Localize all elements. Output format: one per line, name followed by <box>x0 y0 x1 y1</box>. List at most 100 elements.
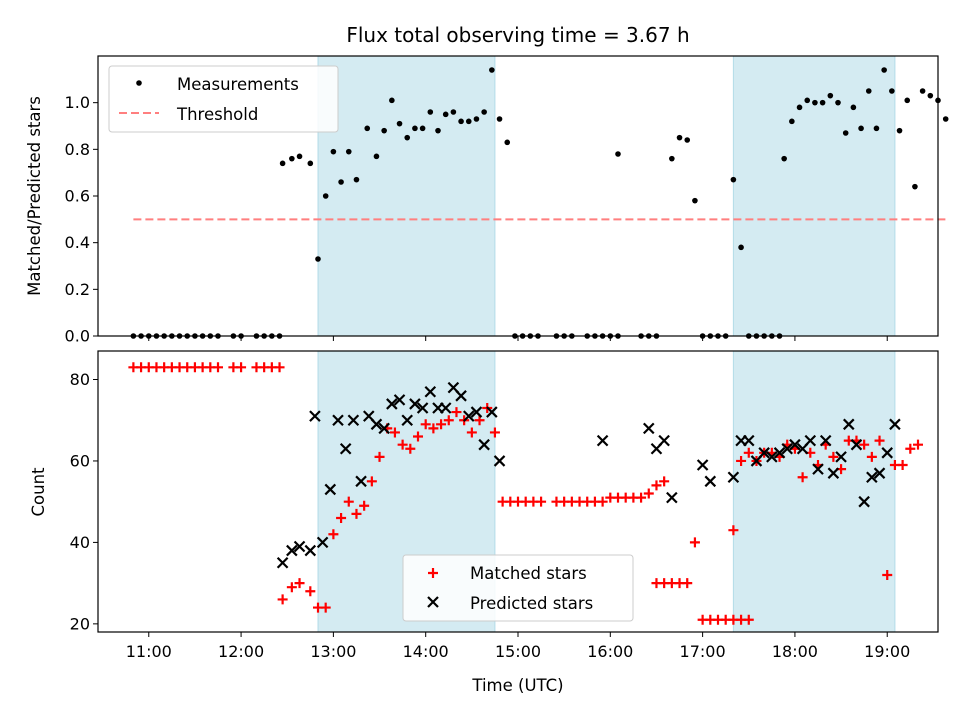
measurement-point <box>835 99 841 106</box>
predicted-point <box>789 438 801 451</box>
matched-point <box>743 614 754 625</box>
measurement-point <box>730 176 737 183</box>
matched-point <box>305 586 316 597</box>
predicted-point <box>658 434 670 447</box>
measurement-point <box>396 120 403 127</box>
measurement-point <box>330 148 337 155</box>
top-panel: 0.0 0.2 0.4 0.6 0.8 1.0 Measurements Threshold <box>65 55 949 346</box>
measurement-point <box>684 137 691 143</box>
matched-point <box>294 578 305 589</box>
top-y-tick-label: 0.6 <box>65 187 90 206</box>
measurement-point <box>827 92 834 99</box>
measurement-point <box>279 160 286 167</box>
measurement-point <box>873 125 880 132</box>
legend-matched-marker <box>428 568 438 578</box>
predicted-point <box>332 414 344 427</box>
measurement-point <box>781 155 787 162</box>
x-tick-label: 19:00 <box>864 642 910 661</box>
predicted-point <box>666 491 678 504</box>
matched-point <box>728 525 739 536</box>
predicted-point <box>773 447 786 459</box>
predicted-point <box>378 422 390 435</box>
predicted-point <box>842 418 855 431</box>
measurement-point <box>896 127 903 134</box>
predicted-point <box>304 544 317 557</box>
measurement-point <box>842 130 849 136</box>
measurement-point <box>315 256 321 262</box>
top-series-measurements <box>130 67 949 339</box>
matched-point <box>636 492 647 503</box>
predicted-point <box>339 442 352 455</box>
matched-point <box>351 508 362 519</box>
matched-point <box>689 537 700 548</box>
x-tick-label: 16:00 <box>587 642 633 661</box>
measurement-point <box>345 148 352 155</box>
measurement-point <box>889 88 895 94</box>
predicted-point <box>742 434 755 447</box>
predicted-point <box>596 434 609 447</box>
predicted-point <box>293 540 306 553</box>
measurement-point <box>919 88 926 94</box>
matched-point <box>489 427 500 438</box>
predicted-point <box>347 414 360 427</box>
measurement-point <box>442 111 449 118</box>
matched-point <box>466 427 477 438</box>
predicted-point <box>696 459 709 471</box>
top-legend-box <box>108 65 339 133</box>
measurement-point <box>364 125 371 132</box>
measurement-point <box>465 118 472 125</box>
measurement-point <box>289 155 295 162</box>
predicted-point <box>470 406 483 418</box>
predicted-point <box>804 434 817 447</box>
matched-point <box>651 480 662 491</box>
predicted-point <box>462 410 475 422</box>
predicted-point <box>416 402 429 414</box>
measurement-point <box>419 125 426 132</box>
matched-point <box>436 419 447 430</box>
x-tick-label: 13:00 <box>310 642 356 661</box>
bottom-legend-box <box>402 554 634 622</box>
matched-point <box>359 500 370 511</box>
predicted-point <box>386 398 398 410</box>
legend-matched-label: Matched stars <box>470 564 587 583</box>
matched-point <box>428 423 439 434</box>
measurement-point <box>412 125 418 132</box>
predicted-point <box>873 467 886 479</box>
predicted-point <box>424 385 437 398</box>
measurement-point <box>338 179 344 185</box>
measurement-point <box>404 134 411 141</box>
measurement-point <box>296 153 303 160</box>
measurement-point <box>450 109 457 115</box>
top-shaded-span <box>732 55 896 337</box>
measurement-point <box>389 97 395 104</box>
predicted-point <box>881 447 894 459</box>
top-y-axis-title: Matched/Predicted stars <box>25 96 44 296</box>
x-tick-label: 12:00 <box>218 642 264 661</box>
matched-point <box>659 476 670 487</box>
matched-point <box>286 582 297 593</box>
matched-point <box>897 460 908 471</box>
measurement-point <box>738 244 744 251</box>
measurement-point <box>615 151 621 157</box>
measurement-point <box>881 67 887 73</box>
matched-point <box>328 529 339 540</box>
top-shaded-span <box>317 55 496 337</box>
bottom-y-tick-label: 80 <box>70 370 90 389</box>
measurement-point <box>789 118 795 125</box>
matched-point <box>643 488 654 499</box>
measurement-point <box>692 197 698 204</box>
top-y-tick-label: 0.0 <box>65 327 90 346</box>
predicted-point <box>478 438 490 451</box>
measurement-point <box>489 67 495 73</box>
predicted-point <box>835 451 847 463</box>
measurement-point <box>669 155 675 162</box>
matched-point <box>597 496 608 507</box>
top-y-tick-label: 0.4 <box>65 233 90 252</box>
x-tick-label: 15:00 <box>495 642 541 661</box>
measurement-point <box>458 118 464 125</box>
predicted-point <box>704 475 717 488</box>
predicted-point <box>486 406 498 418</box>
measurement-point <box>804 97 811 104</box>
predicted-point <box>309 410 321 422</box>
